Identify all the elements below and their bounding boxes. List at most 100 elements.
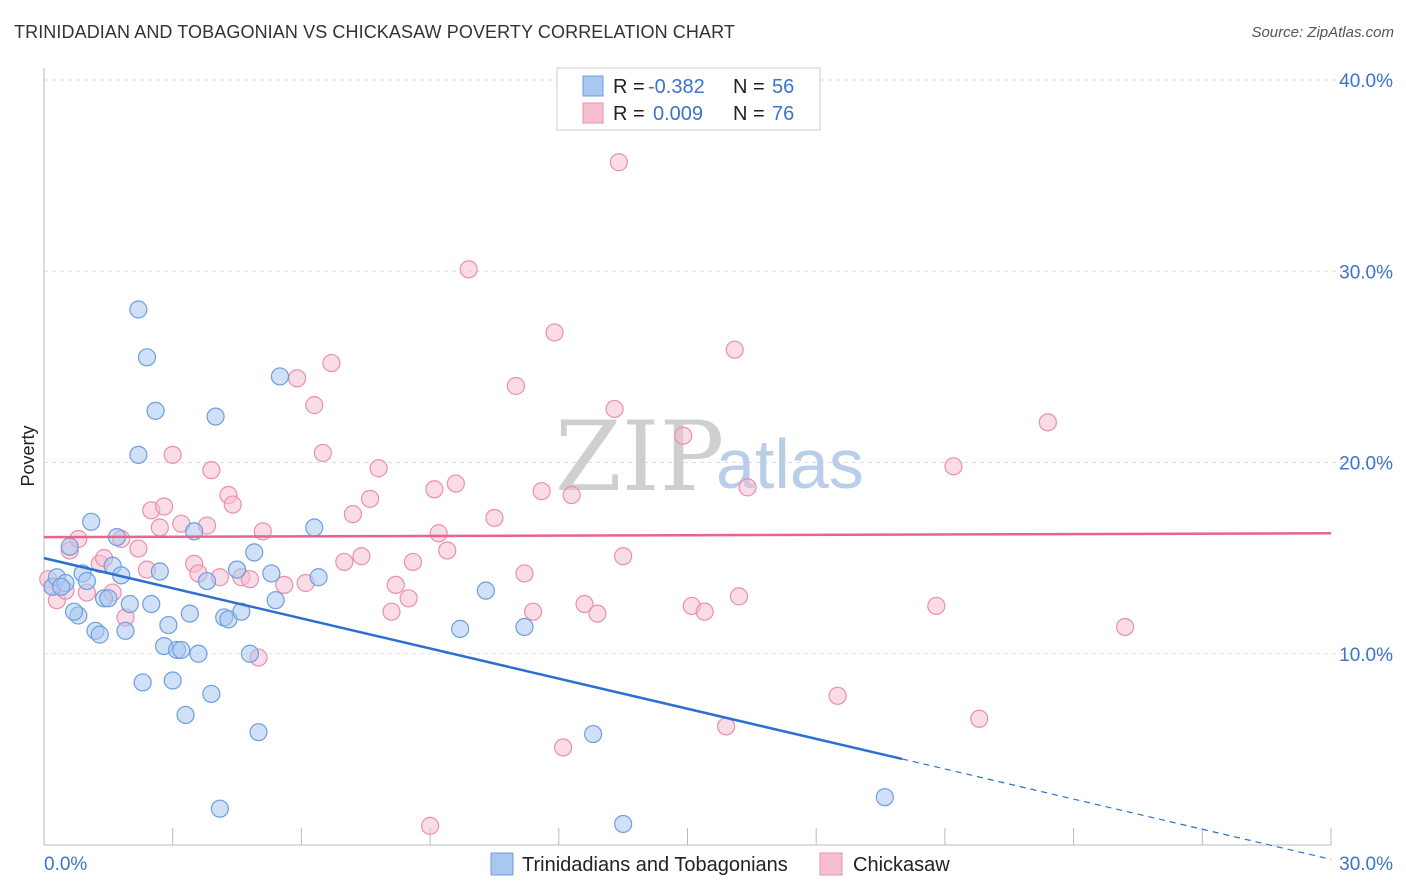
trinidadian-point-32 — [180, 604, 199, 623]
y-tick-label-40: 40.0% — [1339, 71, 1393, 92]
trinidadian-point-28 — [163, 671, 182, 690]
trinidadian-point-38 — [210, 799, 229, 818]
trinidadian-point-23 — [129, 300, 148, 319]
y-tick-label-20: 20.0% — [1339, 454, 1393, 475]
trinidadian-point-52 — [476, 581, 495, 600]
trinidadian-point-31 — [176, 705, 195, 725]
trinidadian-point-44 — [249, 723, 268, 742]
trend-line-trinidadian — [43, 556, 903, 761]
legend-box: R = -0.382 N = 56 R = 0.009 N = 76 — [556, 67, 821, 131]
trinidadian-point-24 — [146, 401, 165, 420]
chickasaw-point-62 — [614, 547, 633, 566]
trinidadian-point-18 — [120, 594, 139, 614]
bottom-legend-label-pink: Chickasaw — [853, 854, 950, 876]
chickasaw-point-56 — [545, 323, 564, 342]
legend-n-label-pink: N = — [733, 103, 765, 125]
chickasaw-point-58 — [562, 485, 581, 505]
trinidadian-point-46 — [262, 564, 281, 583]
chickasaw-point-31 — [288, 369, 307, 388]
trinidadian-point-56 — [875, 788, 894, 807]
chickasaw-point-33 — [305, 396, 324, 415]
chickasaw-point-61 — [605, 399, 624, 419]
chickasaw-point-50 — [459, 260, 478, 279]
chickasaw-point-36 — [335, 552, 354, 572]
trinidadian-point-9 — [82, 512, 101, 531]
trinidadian-point-22 — [142, 594, 161, 614]
trinidadian-point-48 — [270, 367, 290, 386]
trend-lines — [43, 532, 1332, 860]
chickasaw-point-34 — [313, 443, 332, 463]
chickasaw-point-57 — [553, 738, 573, 757]
trinidadian-point-45 — [240, 644, 260, 663]
x-tick-label-max: 30.0% — [1339, 854, 1393, 875]
trinidadian-point-3 — [52, 577, 71, 596]
trinidadian-point-36 — [202, 684, 221, 704]
chickasaw-point-51 — [485, 508, 504, 528]
chickasaw-point-44 — [403, 552, 423, 572]
chickasaw-point-12 — [129, 539, 148, 558]
chickasaw-point-55 — [532, 482, 551, 501]
grid-lines — [44, 79, 1393, 655]
chickasaw-point-76 — [1115, 617, 1135, 637]
series-chickasaw — [39, 153, 1135, 835]
watermark-zip: ZIP — [555, 401, 724, 513]
x-ticks — [172, 828, 1332, 845]
chickasaw-point-71 — [828, 686, 847, 705]
trinidadian-point-25 — [150, 562, 169, 581]
chickasaw-point-73 — [944, 457, 963, 476]
bottom-legend-label-blue: Trinidadians and Tobagonians — [522, 854, 788, 876]
chickasaw-point-42 — [386, 575, 405, 595]
trinidadian-point-11 — [90, 625, 109, 644]
trinidadian-point-51 — [451, 619, 470, 638]
chickasaw-point-53 — [515, 564, 534, 583]
trinidadian-point-41 — [227, 560, 247, 579]
chickasaw-point-69 — [729, 587, 749, 606]
legend-n-label-blue: N = — [733, 76, 765, 98]
bottom-legend-swatch-blue — [490, 852, 514, 876]
bottom-legend: Trinidadians and Tobagonians Chickasaw — [490, 852, 950, 876]
legend-r-value-blue: -0.382 — [648, 76, 705, 98]
x-tick-label-min: 0.0% — [44, 854, 87, 875]
trinidadian-point-6 — [64, 602, 84, 621]
chickasaw-point-25 — [223, 495, 242, 514]
series-trinidadians — [43, 300, 894, 834]
trinidadian-point-37 — [206, 407, 225, 426]
trinidadian-point-43 — [245, 543, 264, 562]
trinidadian-point-20 — [133, 673, 152, 692]
chickasaw-point-27 — [240, 570, 260, 589]
trinidadian-point-55 — [614, 814, 633, 834]
chickasaw-point-64 — [674, 426, 693, 445]
trinidadian-point-13 — [99, 589, 118, 608]
y-axis-label: Poverty — [18, 425, 38, 486]
chickasaw-point-46 — [425, 480, 444, 499]
trinidadian-point-30 — [172, 640, 191, 660]
legend-swatch-pink — [582, 102, 604, 124]
chickasaw-point-59 — [575, 594, 594, 614]
chickasaw-point-72 — [927, 596, 946, 616]
trend-line-trinidadian-extension — [901, 758, 1332, 860]
trinidadian-point-49 — [305, 518, 324, 537]
trinidadian-point-53 — [515, 617, 534, 637]
trinidadian-point-21 — [137, 348, 157, 367]
chickasaw-point-39 — [360, 489, 380, 508]
chickasaw-point-38 — [352, 547, 371, 566]
chickasaw-point-68 — [725, 340, 744, 359]
legend-r-label-blue: R = — [613, 76, 645, 98]
trend-line-chickasaw — [43, 532, 1332, 539]
y-tick-label-10: 10.0% — [1339, 645, 1393, 666]
trinidadian-point-17 — [116, 621, 135, 640]
chickasaw-point-70 — [738, 478, 757, 497]
trinidadian-point-4 — [60, 537, 79, 556]
chickasaw-point-37 — [343, 505, 362, 524]
chart-title: TRINIDADIAN AND TOBAGONIAN VS CHICKASAW … — [14, 22, 735, 42]
chart-source: Source: ZipAtlas.com — [1251, 24, 1394, 41]
chickasaw-point-16 — [155, 497, 174, 516]
chickasaw-point-40 — [369, 459, 388, 478]
chickasaw-point-60 — [588, 604, 607, 623]
chickasaw-point-41 — [382, 602, 401, 621]
chickasaw-point-54 — [523, 602, 543, 621]
legend-swatch-blue — [582, 75, 604, 97]
legend-n-value-blue: 56 — [772, 76, 794, 98]
chickasaw-point-67 — [717, 717, 736, 736]
